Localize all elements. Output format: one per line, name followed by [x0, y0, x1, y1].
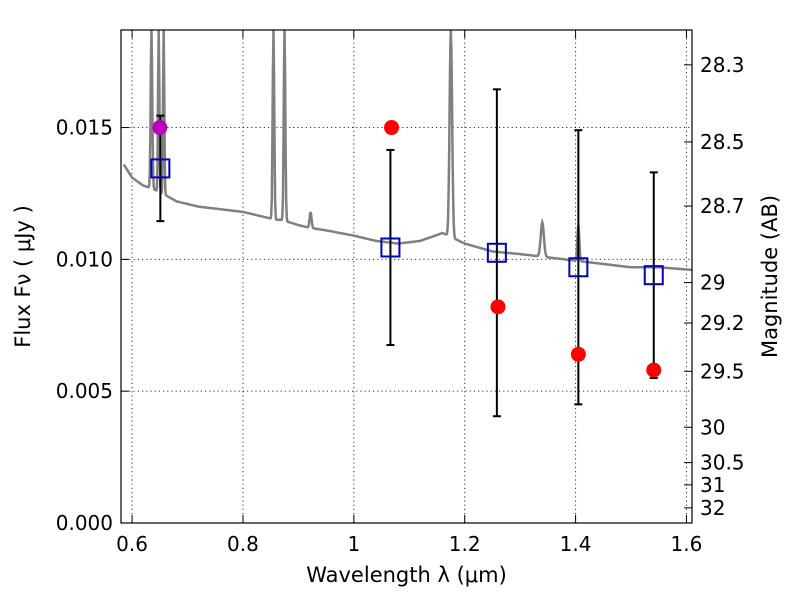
x-tick-label: 1 [347, 532, 360, 556]
y-tick-label: 0.010 [56, 247, 113, 271]
model-square-marker [568, 257, 589, 278]
y-axis-label: Flux Fν ( μJy ) [11, 205, 35, 348]
right-tick-label: 32 [700, 496, 725, 520]
right-tick-label: 29 [700, 271, 725, 295]
x-tick-label: 1.4 [560, 532, 592, 556]
x-axis-label: Wavelength λ (μm) [306, 563, 507, 587]
data-point-marker [152, 120, 168, 136]
y-tick-label: 0.005 [56, 379, 113, 403]
right-tick-label: 28.3 [700, 53, 745, 77]
data-point-marker [646, 362, 662, 378]
data-markers [150, 120, 664, 378]
x-tick-label: 1.6 [671, 532, 703, 556]
y-tick-label: 0.015 [56, 116, 113, 140]
model-square-marker [150, 158, 171, 179]
right-tick-label: 30.5 [700, 451, 745, 475]
x-tick-label: 0.6 [116, 532, 148, 556]
data-point-marker [490, 299, 506, 315]
spectrum-layer [122, 30, 692, 272]
data-point-marker [384, 120, 400, 136]
right-tick-label: 30 [700, 415, 725, 439]
right-axis-label: Magnitude (AB) [758, 195, 782, 358]
x-tick-label: 0.8 [227, 532, 259, 556]
y-tick-label: 0.000 [56, 511, 113, 535]
x-tick-label: 1.2 [449, 532, 481, 556]
data-point-marker [570, 346, 586, 362]
model-square-marker [486, 242, 507, 263]
model-square-marker [643, 265, 664, 286]
right-tick-label: 28.7 [700, 194, 745, 218]
right-tick-label: 29.5 [700, 359, 745, 383]
right-tick-label: 28.5 [700, 130, 745, 154]
spectrum-line [122, 30, 692, 272]
model-square-marker [380, 237, 401, 258]
right-tick-label: 29.2 [700, 311, 745, 335]
error-bars [156, 88, 658, 418]
axis-ticks: 0.6 0.8 1 1.2 1.4 1.6 0.000 0.005 0.010 0.015 28.3… [56, 30, 745, 556]
grid-lines [121, 30, 692, 524]
right-tick-label: 31 [700, 473, 725, 497]
plot-frame [120, 29, 693, 524]
